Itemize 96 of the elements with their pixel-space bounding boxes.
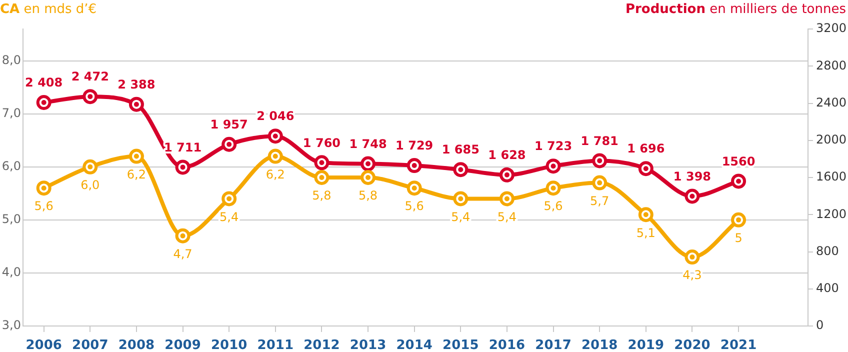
point — [731, 174, 746, 189]
y-tick-label: 8,0 — [2, 52, 21, 67]
data-label: 1 696 — [627, 142, 665, 156]
point — [82, 159, 98, 174]
data-label: 5,7 — [590, 194, 610, 208]
data-label: 5,1 — [636, 226, 656, 240]
data-label: 2 408 — [25, 76, 63, 90]
point — [175, 228, 190, 244]
data-label: 5,8 — [312, 188, 332, 203]
data-label: 5,4 — [497, 210, 517, 224]
x-tick-label: 2012 — [304, 338, 340, 352]
point — [175, 160, 190, 175]
data-label: 1 723 — [534, 139, 572, 154]
y-tick-label: 5,0 — [2, 212, 21, 226]
data-label: 1 748 — [349, 136, 387, 151]
point — [222, 191, 237, 206]
point — [222, 136, 237, 152]
data-label: 5,6 — [404, 199, 424, 214]
point — [638, 161, 654, 176]
point — [314, 170, 330, 185]
point — [731, 212, 746, 228]
y-tick-label: 4,0 — [2, 265, 21, 280]
point — [82, 89, 98, 104]
y2-tick-label: 800 — [816, 244, 839, 258]
y-tick-label: 3,0 — [2, 318, 21, 332]
point — [360, 156, 376, 172]
x-tick-label: 2009 — [164, 338, 201, 352]
y2-tick-label: 2400 — [816, 95, 847, 110]
x-tick-label: 2007 — [72, 338, 108, 352]
point — [684, 188, 700, 204]
point — [453, 162, 468, 178]
x-tick-label: 2018 — [582, 338, 618, 352]
point — [453, 191, 468, 206]
data-label: 1 957 — [210, 117, 248, 132]
y-tick-label: 7,0 — [2, 106, 21, 120]
y2-tick-label: 400 — [816, 281, 839, 295]
point — [36, 180, 52, 196]
data-label: 4,3 — [682, 268, 702, 282]
point — [638, 207, 654, 222]
data-label: 5,4 — [451, 210, 470, 224]
point — [128, 96, 144, 112]
x-tick-label: 2015 — [442, 338, 479, 352]
point — [36, 95, 52, 110]
x-tick-label: 2008 — [118, 338, 155, 352]
data-label: 5,6 — [34, 199, 54, 214]
y2-tick-label: 1600 — [816, 170, 847, 184]
x-tick-label: 2014 — [396, 338, 432, 352]
data-label: 5 — [734, 231, 742, 246]
point — [684, 250, 700, 265]
data-label: 1 781 — [580, 134, 618, 148]
y-axis-title: CA en mds d’€ — [0, 2, 97, 17]
x-tick-label: 2006 — [26, 338, 62, 352]
data-label: 5,4 — [220, 210, 239, 224]
x-tick-label: 2011 — [257, 338, 294, 352]
point — [268, 128, 283, 144]
y2-tick-label: 2800 — [816, 58, 847, 72]
data-label: 1 398 — [673, 169, 712, 184]
y2-tick-label: 2000 — [816, 132, 847, 146]
point — [546, 158, 561, 174]
data-label: 1 628 — [488, 148, 526, 162]
y2-tick-label: 0 — [816, 318, 824, 332]
data-label: 6,0 — [80, 178, 100, 192]
point — [314, 155, 330, 170]
data-label: 1560 — [722, 154, 756, 168]
point — [268, 148, 283, 164]
data-label: 6,2 — [126, 167, 146, 182]
point — [499, 167, 514, 182]
x-tick-label: 2021 — [720, 338, 757, 352]
data-label: 4,7 — [173, 246, 192, 261]
point — [128, 148, 144, 164]
data-label: 2 046 — [256, 109, 294, 124]
x-tick-label: 2019 — [628, 338, 664, 352]
point — [406, 180, 422, 196]
point — [406, 158, 422, 174]
x-tick-label: 2020 — [674, 338, 710, 352]
x-tick-label: 2013 — [350, 338, 386, 352]
data-label: 2 472 — [71, 70, 109, 84]
data-label: 1 729 — [396, 138, 434, 153]
x-tick-label: 2017 — [535, 338, 572, 352]
x-tick-label: 2010 — [211, 338, 248, 352]
y-tick-label: 6,0 — [2, 159, 21, 174]
y2-tick-label: 1200 — [816, 206, 847, 221]
point — [592, 153, 608, 168]
data-label: 2 388 — [118, 77, 156, 92]
data-label: 5,6 — [544, 199, 563, 214]
data-label: 6,2 — [266, 167, 285, 182]
point — [360, 170, 376, 185]
point — [546, 180, 561, 196]
x-tick-label: 2016 — [488, 338, 526, 352]
data-label: 1 685 — [442, 142, 480, 157]
y2-axis-title: Production en milliers de tonnes — [625, 2, 846, 17]
point — [499, 191, 514, 206]
data-label: 1 760 — [302, 136, 341, 150]
y2-tick-label: 3200 — [816, 21, 847, 36]
point — [592, 175, 608, 190]
data-label: 5,8 — [358, 188, 378, 203]
